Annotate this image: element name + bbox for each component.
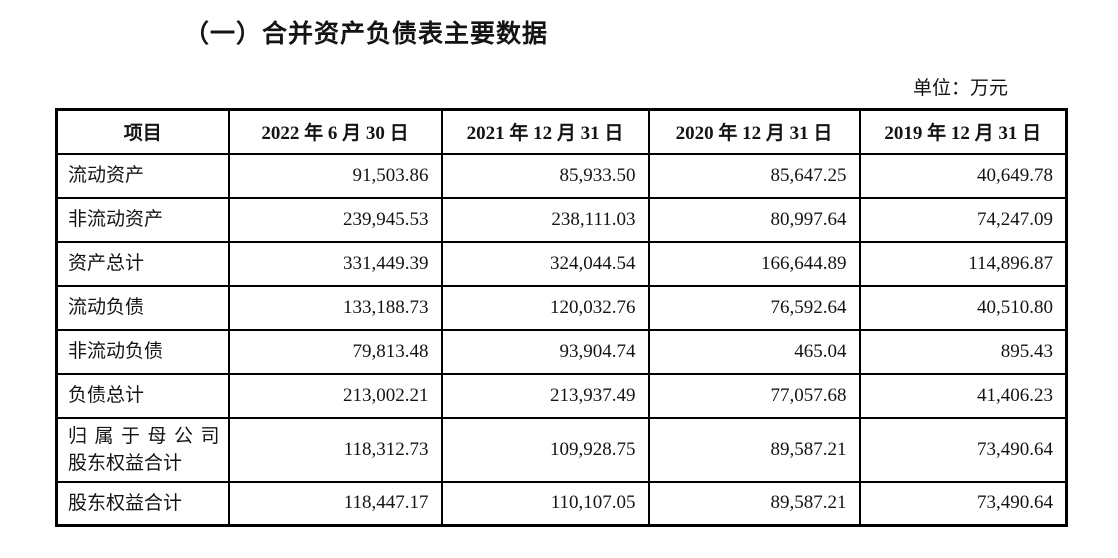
row-value: 895.43: [858, 328, 1068, 375]
row-label: 归属于母公司 股东权益合计: [55, 416, 230, 483]
row-value: 239,945.53: [227, 196, 443, 243]
row-value: 85,933.50: [440, 152, 650, 199]
row-value: 465.04: [647, 328, 861, 375]
row-value: 40,510.80: [858, 284, 1068, 331]
header-date-2020: 2020 年 12 月 31 日: [647, 108, 861, 155]
table-row: 负债总计 213,002.21 213,937.49 77,057.68 41,…: [55, 372, 1068, 419]
row-value: 114,896.87: [858, 240, 1068, 287]
row-value: 238,111.03: [440, 196, 650, 243]
table-row: 股东权益合计 118,447.17 110,107.05 89,587.21 7…: [55, 480, 1068, 527]
row-value: 40,649.78: [858, 152, 1068, 199]
table-row: 资产总计 331,449.39 324,044.54 166,644.89 11…: [55, 240, 1068, 287]
row-value: 118,312.73: [227, 416, 443, 483]
row-value: 89,587.21: [647, 480, 861, 527]
row-value: 73,490.64: [858, 480, 1068, 527]
table-header-row: 项目 2022 年 6 月 30 日 2021 年 12 月 31 日 2020…: [55, 108, 1068, 155]
header-item: 项目: [55, 108, 230, 155]
row-label: 股东权益合计: [55, 480, 230, 527]
row-value: 118,447.17: [227, 480, 443, 527]
row-value: 213,002.21: [227, 372, 443, 419]
table-row: 非流动负债 79,813.48 93,904.74 465.04 895.43: [55, 328, 1068, 375]
row-value: 41,406.23: [858, 372, 1068, 419]
table-row: 非流动资产 239,945.53 238,111.03 80,997.64 74…: [55, 196, 1068, 243]
row-value: 120,032.76: [440, 284, 650, 331]
header-date-2022: 2022 年 6 月 30 日: [227, 108, 443, 155]
row-value: 76,592.64: [647, 284, 861, 331]
table-body: 流动资产 91,503.86 85,933.50 85,647.25 40,64…: [55, 152, 1068, 527]
balance-sheet-table: 项目 2022 年 6 月 30 日 2021 年 12 月 31 日 2020…: [55, 108, 1068, 527]
section-title: （一）合并资产负债表主要数据: [184, 20, 549, 48]
row-value: 324,044.54: [440, 240, 650, 287]
row-value: 110,107.05: [440, 480, 650, 527]
row-value: 109,928.75: [440, 416, 650, 483]
table-row: 流动负债 133,188.73 120,032.76 76,592.64 40,…: [55, 284, 1068, 331]
row-label: 流动负债: [55, 284, 230, 331]
header-date-2019: 2019 年 12 月 31 日: [858, 108, 1068, 155]
unit-label: 单位：万元: [912, 78, 1008, 99]
row-label: 流动资产: [55, 152, 230, 199]
row-value: 331,449.39: [227, 240, 443, 287]
row-value: 93,904.74: [440, 328, 650, 375]
header-date-2021: 2021 年 12 月 31 日: [440, 108, 650, 155]
row-value: 91,503.86: [227, 152, 443, 199]
table-row: 归属于母公司 股东权益合计 118,312.73 109,928.75 89,58…: [55, 416, 1068, 483]
row-value: 85,647.25: [647, 152, 861, 199]
row-value: 166,644.89: [647, 240, 861, 287]
row-value: 213,937.49: [440, 372, 650, 419]
row-label: 资产总计: [55, 240, 230, 287]
row-label: 非流动负债: [55, 328, 230, 375]
row-label: 非流动资产: [55, 196, 230, 243]
row-value: 74,247.09: [858, 196, 1068, 243]
row-value: 77,057.68: [647, 372, 861, 419]
table-row: 流动资产 91,503.86 85,933.50 85,647.25 40,64…: [55, 152, 1068, 199]
row-value: 73,490.64: [858, 416, 1068, 483]
row-value: 80,997.64: [647, 196, 861, 243]
row-label: 负债总计: [55, 372, 230, 419]
row-value: 133,188.73: [227, 284, 443, 331]
row-value: 79,813.48: [227, 328, 443, 375]
row-value: 89,587.21: [647, 416, 861, 483]
